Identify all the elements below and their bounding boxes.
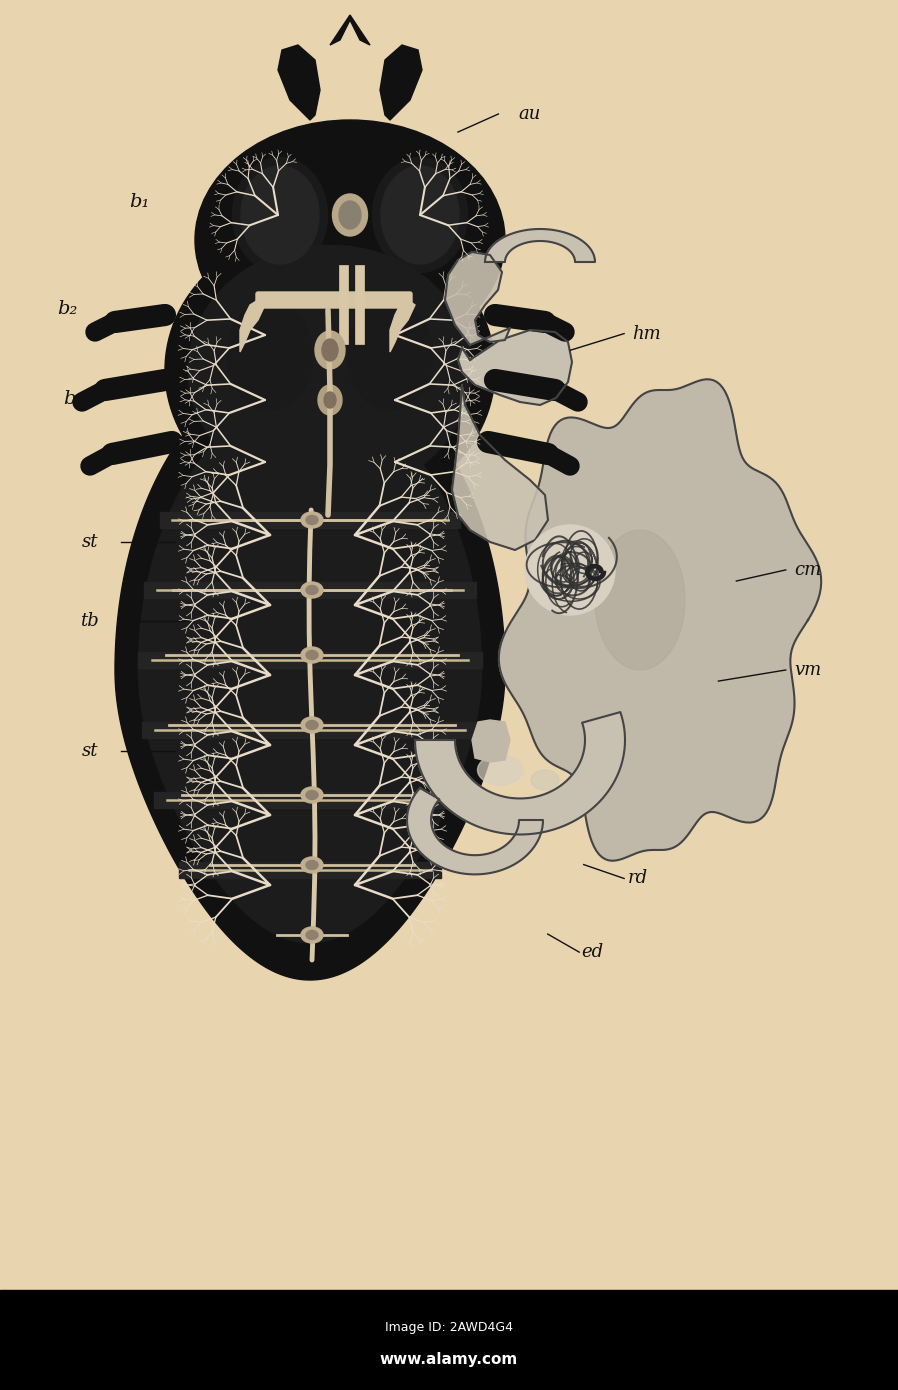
Ellipse shape (306, 930, 318, 940)
Ellipse shape (195, 120, 505, 360)
Polygon shape (415, 712, 625, 834)
Bar (142, 721, 479, 738)
Polygon shape (278, 44, 320, 120)
Ellipse shape (306, 791, 318, 799)
Text: www.alamy.com: www.alamy.com (380, 1352, 518, 1368)
Ellipse shape (301, 927, 323, 942)
Ellipse shape (381, 165, 459, 264)
Ellipse shape (348, 300, 433, 410)
Polygon shape (330, 15, 370, 44)
Ellipse shape (306, 585, 318, 595)
Polygon shape (380, 44, 422, 120)
Ellipse shape (306, 516, 318, 524)
Bar (154, 792, 466, 808)
Polygon shape (472, 720, 510, 762)
Polygon shape (445, 252, 510, 345)
Text: Image ID: 2AWD4G4: Image ID: 2AWD4G4 (385, 1322, 513, 1334)
Text: b₂: b₂ (57, 300, 77, 317)
Ellipse shape (306, 651, 318, 659)
Polygon shape (138, 398, 481, 942)
Ellipse shape (301, 582, 323, 598)
Ellipse shape (339, 202, 361, 229)
Bar (0, 1290, 898, 1390)
Ellipse shape (318, 385, 342, 416)
Text: st: st (82, 534, 98, 550)
Text: ed: ed (582, 944, 603, 960)
Ellipse shape (315, 331, 345, 368)
Bar (145, 582, 476, 598)
Ellipse shape (241, 165, 319, 264)
Text: hm: hm (632, 325, 661, 342)
Ellipse shape (165, 225, 495, 516)
Ellipse shape (306, 720, 318, 730)
Text: vm: vm (795, 662, 822, 678)
Text: b₃: b₃ (64, 391, 84, 407)
Polygon shape (458, 329, 572, 404)
Ellipse shape (531, 770, 559, 790)
FancyBboxPatch shape (256, 292, 412, 309)
Text: tb: tb (81, 613, 99, 630)
Polygon shape (390, 300, 415, 352)
Ellipse shape (525, 525, 615, 614)
Polygon shape (498, 379, 821, 860)
Bar (160, 512, 460, 528)
Ellipse shape (301, 717, 323, 733)
Ellipse shape (188, 245, 472, 495)
Ellipse shape (301, 646, 323, 663)
Ellipse shape (301, 858, 323, 873)
Text: a: a (394, 50, 405, 67)
Ellipse shape (301, 512, 323, 528)
Ellipse shape (332, 195, 367, 236)
Text: rd: rd (628, 870, 647, 887)
Ellipse shape (324, 392, 336, 409)
Text: au: au (519, 106, 541, 122)
Ellipse shape (301, 787, 323, 803)
Bar (138, 652, 481, 669)
Ellipse shape (322, 339, 338, 361)
Ellipse shape (478, 755, 523, 785)
Polygon shape (115, 360, 505, 980)
Ellipse shape (595, 530, 685, 670)
Polygon shape (485, 229, 595, 261)
Ellipse shape (373, 157, 468, 272)
Text: st: st (82, 742, 98, 759)
Text: cm: cm (795, 562, 822, 578)
Ellipse shape (227, 300, 313, 410)
Bar (179, 862, 441, 878)
Polygon shape (240, 300, 265, 352)
Polygon shape (407, 788, 543, 874)
Polygon shape (452, 385, 548, 550)
Text: b₁: b₁ (129, 193, 149, 210)
Ellipse shape (233, 157, 328, 272)
Ellipse shape (306, 860, 318, 870)
